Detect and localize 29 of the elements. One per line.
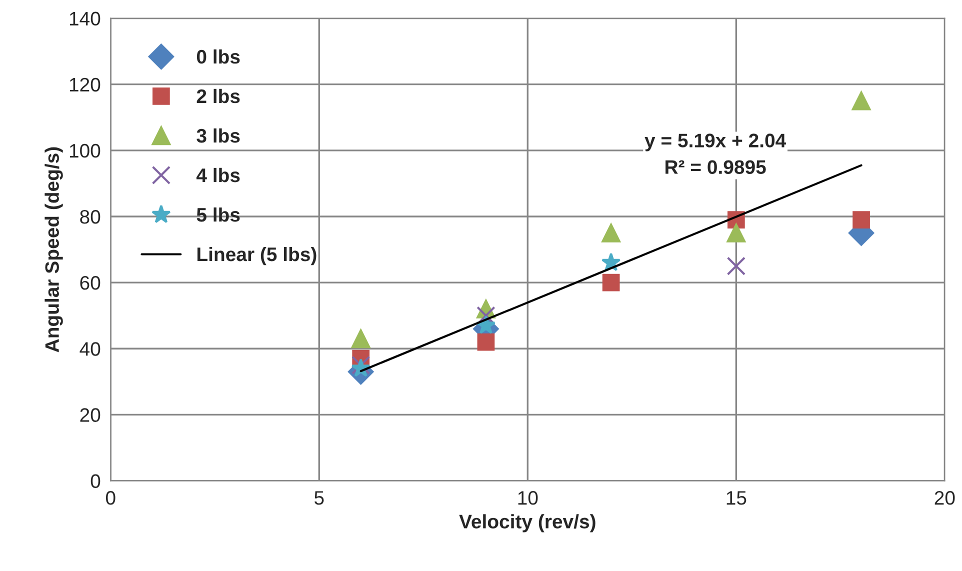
- legend-label: 3 lbs: [196, 128, 240, 143]
- point: [602, 224, 620, 242]
- legend-label: 0 lbs: [196, 49, 240, 64]
- legend-label: 2 lbs: [196, 88, 240, 104]
- y-tick-label: 40: [80, 342, 100, 356]
- x-tick-label: 0: [106, 491, 116, 505]
- x-tick-label: 15: [726, 491, 746, 505]
- y-tick-label: 120: [70, 78, 100, 92]
- y-axis-title: Angular Speed (deg/s): [44, 147, 63, 352]
- x-axis-title: Velocity (rev/s): [459, 514, 596, 532]
- point: [852, 211, 870, 228]
- x-tick-label: 20: [934, 491, 955, 505]
- x-tick-label: 5: [314, 491, 324, 505]
- y-tick-label: 60: [80, 276, 100, 290]
- legend-label: Linear (5 lbs): [197, 246, 316, 266]
- point: [726, 256, 746, 276]
- point: [602, 274, 620, 292]
- point: [852, 91, 871, 110]
- y-tick-label: 100: [70, 144, 100, 158]
- x-tick-label: 10: [518, 491, 538, 505]
- annotation: y = 5.19x + 2.04 R² = 0.9895: [644, 134, 786, 174]
- point: [477, 333, 495, 351]
- y-tick-label: 140: [70, 12, 100, 26]
- y-tick-label: 20: [80, 408, 100, 422]
- y-tick-label: 0: [90, 474, 100, 488]
- point: [351, 329, 370, 348]
- y-tick-label: 80: [80, 210, 100, 224]
- legend-label: 4 lbs: [196, 168, 240, 182]
- point: [726, 224, 746, 242]
